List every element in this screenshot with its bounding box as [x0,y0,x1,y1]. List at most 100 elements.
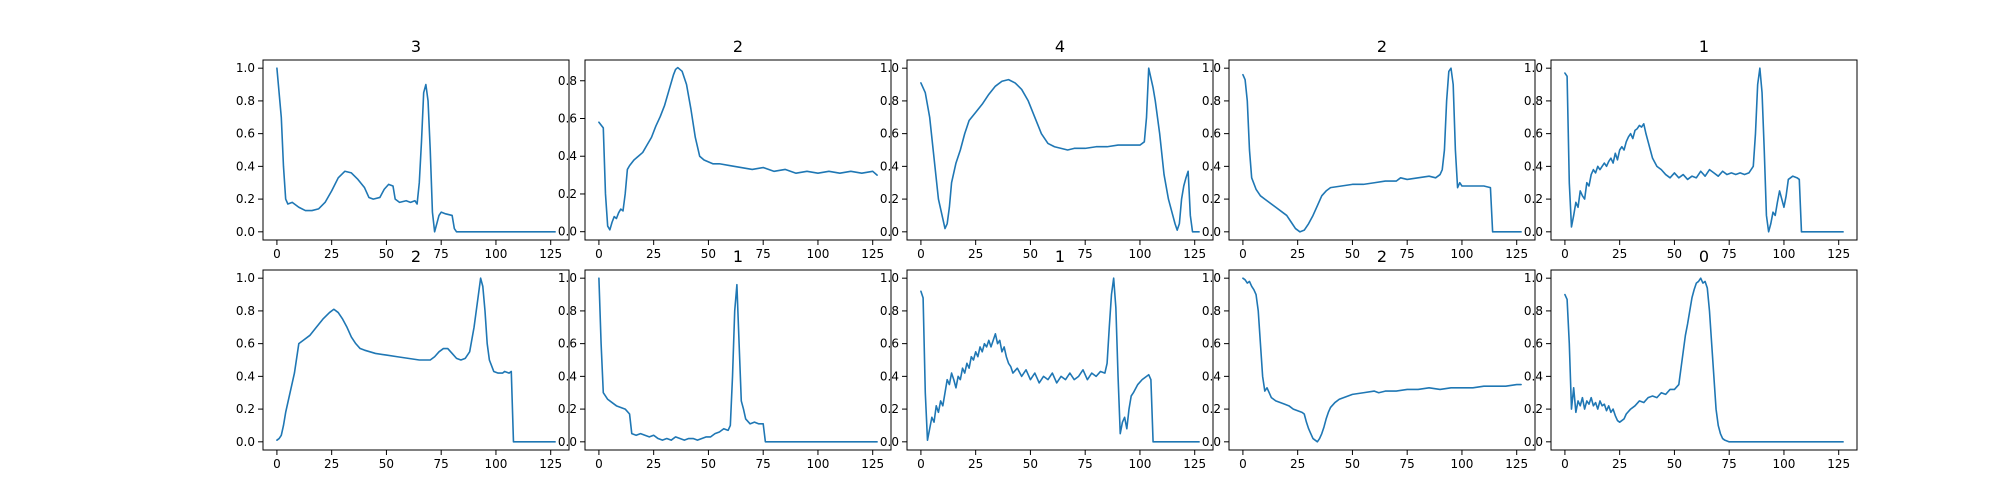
x-tick-label: 100 [1772,247,1795,261]
x-tick-label: 125 [1827,247,1850,261]
x-tick-label: 125 [1183,457,1206,471]
x-tick-label: 25 [324,457,339,471]
y-tick-label: 0.4 [1202,369,1221,383]
y-tick-label: 0.2 [236,402,255,416]
chart-panel-3: 4 0 25 50 75 100 125 0.0 0.2 0.4 0.6 0.8 1.0 [880,37,1214,261]
y-tick-label: 1.0 [236,271,255,285]
x-tick-label: 75 [434,247,449,261]
x-tick-label: 75 [1400,457,1415,471]
x-tick-label: 75 [756,247,771,261]
x-tick-label: 50 [379,457,394,471]
x-tick-label: 0 [273,247,281,261]
chart-title: 2 [411,247,421,266]
chart-title: 2 [733,37,743,56]
x-tick-label: 75 [434,457,449,471]
x-tick-label: 125 [539,457,562,471]
x-tick-label: 0 [595,457,603,471]
x-tick-label: 125 [1183,247,1206,261]
axes-frame [1228,269,1536,451]
x-tick-label: 25 [1612,457,1627,471]
y-tick-label: 0.6 [236,337,255,351]
chart-panel-9: 2 0 25 50 75 100 125 0.0 0.2 0.4 0.6 0.8 1.0 [1202,247,1536,471]
y-tick-label: 0.8 [236,304,255,318]
y-tick-label: 0.4 [880,369,899,383]
x-tick-label: 0 [917,247,925,261]
y-tick-label: 0.2 [558,187,577,201]
y-tick-label: 0.0 [880,435,899,449]
axes-frame [584,59,892,241]
x-tick-label: 25 [1290,247,1305,261]
x-tick-label: 50 [1667,247,1682,261]
series-line [598,277,878,443]
x-tick-label: 75 [1722,457,1737,471]
x-tick-label: 100 [484,247,507,261]
series-line [1242,277,1522,443]
y-tick-label: 0.2 [1202,402,1221,416]
series-line [1242,67,1522,233]
y-tick-label: 0.0 [1524,435,1543,449]
series-line [276,277,556,443]
series-line [1564,277,1844,443]
y-tick-label: 0.8 [1524,304,1543,318]
x-tick-label: 50 [1345,247,1360,261]
x-tick-label: 50 [379,247,394,261]
x-tick-label: 125 [1505,247,1528,261]
y-tick-label: 0.8 [1524,94,1543,108]
y-tick-label: 0.0 [1202,225,1221,239]
axes-frame [584,269,892,451]
y-tick-label: 0.0 [236,225,255,239]
x-tick-label: 75 [1078,247,1093,261]
chart-panel-4: 2 0 25 50 75 100 125 0.0 0.2 0.4 0.6 0.8 1.0 [1202,37,1536,261]
y-tick-label: 0.6 [1524,337,1543,351]
x-tick-label: 100 [484,457,507,471]
y-tick-label: 0.8 [1202,94,1221,108]
y-tick-label: 0.8 [558,304,577,318]
axes-frame [1228,59,1536,241]
y-tick-label: 0.8 [880,94,899,108]
y-tick-label: 1.0 [1524,271,1543,285]
axes-frame [906,269,1214,451]
y-tick-label: 0.4 [558,149,577,163]
y-tick-label: 1.0 [1202,271,1221,285]
y-tick-label: 0.4 [236,369,255,383]
chart-panel-1: 3 0 25 50 75 100 125 0.0 0.2 0.4 0.6 0.8 1.0 [236,37,570,261]
axes-frame [1550,59,1858,241]
x-tick-label: 0 [595,247,603,261]
y-tick-label: 0.6 [558,337,577,351]
chart-panel-10: 0 0 25 50 75 100 125 0.0 0.2 0.4 0.6 0.8 1.0 [1524,247,1858,471]
y-tick-label: 0.6 [1202,337,1221,351]
chart-panel-2: 2 0 25 50 75 100 125 0.0 0.2 0.4 0.6 0.8 [558,37,892,261]
x-tick-label: 0 [1561,247,1569,261]
chart-title: 0 [1699,247,1709,266]
x-tick-label: 50 [1023,247,1038,261]
x-tick-label: 100 [1450,457,1473,471]
y-tick-label: 0.6 [558,111,577,125]
x-tick-label: 75 [1722,247,1737,261]
y-tick-label: 0.4 [1202,159,1221,173]
y-tick-label: 0.4 [558,369,577,383]
x-tick-label: 125 [1505,457,1528,471]
x-tick-label: 0 [1561,457,1569,471]
x-tick-label: 25 [968,247,983,261]
y-tick-label: 0.6 [880,337,899,351]
x-tick-label: 25 [968,457,983,471]
y-tick-label: 0.0 [1202,435,1221,449]
chart-title: 1 [1699,37,1709,56]
y-tick-label: 0.2 [236,192,255,206]
y-tick-label: 0.4 [1524,369,1543,383]
x-tick-label: 25 [1290,457,1305,471]
x-tick-label: 0 [273,457,281,471]
y-tick-label: 1.0 [880,271,899,285]
x-tick-label: 100 [1772,457,1795,471]
chart-panel-7: 1 0 25 50 75 100 125 0.0 0.2 0.4 0.6 0.8 1.0 [558,247,892,471]
y-tick-label: 0.4 [1524,159,1543,173]
series-line [276,67,556,233]
x-tick-label: 75 [1078,457,1093,471]
x-tick-label: 100 [1450,247,1473,261]
y-tick-label: 0.2 [558,402,577,416]
y-tick-label: 0.4 [880,159,899,173]
x-tick-label: 50 [1023,457,1038,471]
chart-title: 1 [1055,247,1065,266]
chart-panel-6: 2 0 25 50 75 100 125 0.0 0.2 0.4 0.6 0.8 1.0 [236,247,570,471]
